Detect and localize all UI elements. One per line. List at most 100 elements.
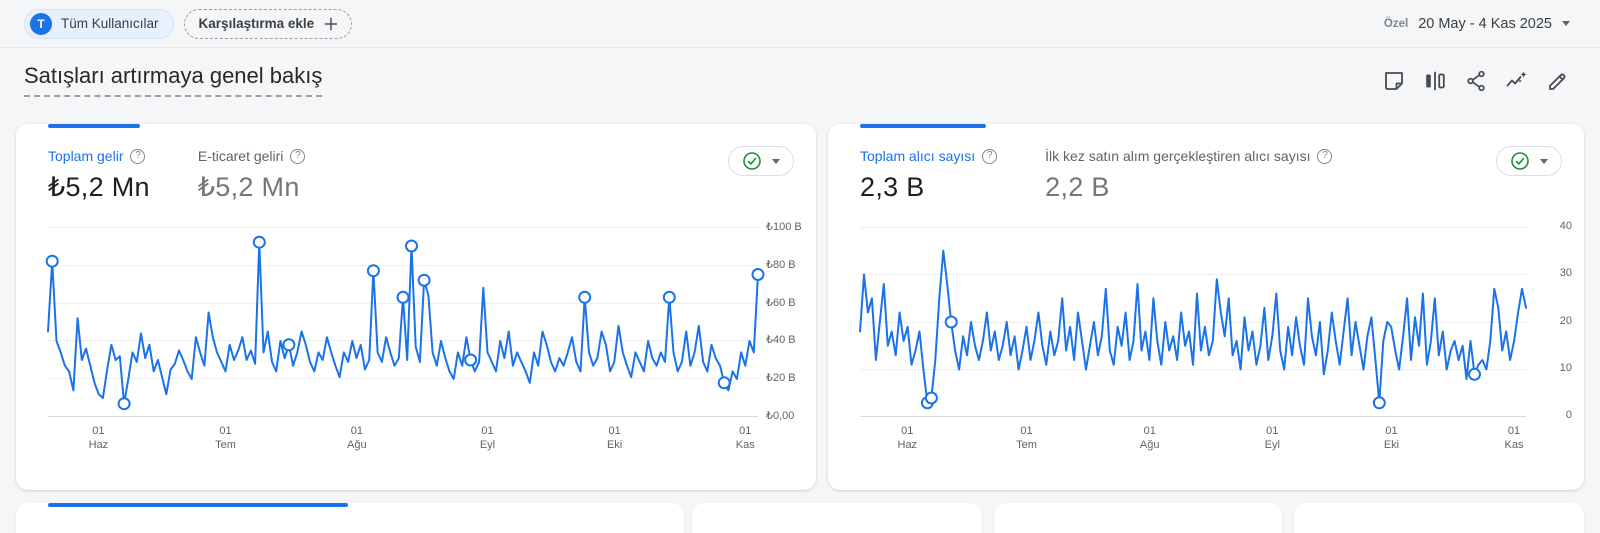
x-axis-tick-label: 01 Kas: [736, 424, 755, 452]
y-axis-tick-label: 20: [1559, 314, 1572, 327]
gridline: [860, 321, 1526, 323]
preview-card: [16, 503, 684, 533]
tick-month: Kas: [735, 439, 755, 451]
help-icon[interactable]: [982, 148, 998, 164]
top-bar: T Tüm Kullanıcılar Karşılaştırma ekle Öz…: [0, 0, 1600, 48]
y-axis-tick-label: ₺20 B: [766, 372, 796, 385]
share-icon[interactable]: [1464, 69, 1488, 93]
anomaly-marker[interactable]: [578, 290, 592, 304]
chevron-down-icon: [1540, 158, 1548, 164]
metric-name: E-ticaret geliri: [197, 148, 284, 164]
x-axis-labels: 01 Haz 01 Tem 01 Ağu 01 Eyl 01 Eki 01 Kas: [48, 417, 758, 457]
gridline: [48, 340, 758, 342]
anomaly-marker[interactable]: [717, 376, 731, 390]
chevron-down-icon: [1562, 21, 1570, 26]
x-axis: 01 Haz 01 Tem 01 Ağu 01 Eyl 01 Eki 01 Kas: [828, 417, 1584, 457]
x-axis-tick-label: 01 Eyl: [1265, 424, 1280, 452]
metric-value: 2,3 B: [860, 172, 925, 202]
report-header: Satışları artırmaya genel bakış: [0, 48, 1600, 97]
anomaly-marker[interactable]: [252, 235, 266, 249]
card-header: Toplam alıcı sayısı 2,3 B İlk kez satın …: [828, 124, 1584, 203]
y-axis-tick-label: ₺40 B: [766, 334, 796, 347]
tick-day: 01: [1143, 425, 1156, 437]
primary-metric-label-row[interactable]: Toplam gelir: [48, 148, 150, 164]
gridline: [48, 378, 758, 380]
date-range-selector[interactable]: Özel 20 May - 4 Kas 2025: [1384, 16, 1570, 32]
add-comparison-chip[interactable]: Karşılaştırma ekle: [183, 8, 353, 39]
anomaly-marker[interactable]: [396, 290, 410, 304]
anomaly-marker[interactable]: [924, 391, 938, 405]
note-icon[interactable]: [1382, 69, 1406, 93]
anomaly-marker[interactable]: [417, 273, 431, 287]
data-quality-dropdown[interactable]: [728, 146, 794, 176]
tick-day: 01: [1266, 425, 1279, 437]
line-chart-plot[interactable]: [859, 227, 1527, 417]
x-axis-tick-label: 01 Eyl: [480, 424, 495, 452]
anomaly-marker[interactable]: [117, 397, 131, 411]
y-axis-tick-label: ₺0,00: [766, 410, 795, 422]
time-series-line: [45, 235, 765, 411]
anomaly-marker[interactable]: [405, 239, 418, 253]
help-icon[interactable]: [290, 148, 306, 164]
anomaly-marker[interactable]: [282, 338, 296, 352]
primary-metric-label-row[interactable]: Toplam alıcı sayısı: [860, 148, 998, 164]
tick-month: Kas: [1504, 439, 1524, 451]
tick-month: Eyl: [479, 439, 496, 451]
overview-cards: Toplam gelir ₺5,2 Mn E-ticaret geliri ₺5…: [0, 124, 1600, 490]
chevron-down-icon: [772, 158, 780, 164]
x-axis-tick-label: 01 Ağu: [347, 424, 367, 452]
x-axis-tick-label: 01 Ağu: [1140, 424, 1160, 452]
check-circle-icon: [743, 152, 761, 170]
audience-chip-all-users[interactable]: T Tüm Kullanıcılar: [24, 8, 174, 39]
secondary-metric-block: İlk kez satın alım gerçekleştiren alıcı …: [1045, 148, 1333, 203]
time-series-line: [859, 249, 1527, 410]
help-icon[interactable]: [130, 148, 146, 164]
tick-day: 01: [1020, 425, 1033, 437]
chart-area: ₺100 B ₺80 B ₺60 B ₺40 B ₺20 B ₺0,00: [16, 221, 816, 422]
anomaly-marker[interactable]: [662, 290, 676, 304]
y-axis-labels: 40 30 20 10 0: [1526, 220, 1584, 421]
data-quality-dropdown[interactable]: [1496, 146, 1562, 176]
anomaly-marker[interactable]: [366, 264, 380, 278]
primary-metric-block: Toplam alıcı sayısı 2,3 B: [860, 148, 998, 203]
help-icon[interactable]: [1317, 148, 1333, 164]
preview-card: [692, 503, 982, 533]
selected-metric-tab-indicator: [48, 503, 348, 507]
card-total-purchasers: Toplam alıcı sayısı 2,3 B İlk kez satın …: [828, 124, 1584, 490]
y-axis-tick-label: 10: [1559, 361, 1572, 374]
selected-metric-tab-indicator: [860, 124, 986, 128]
tick-month: Eki: [1383, 439, 1400, 451]
tick-day: 01: [92, 425, 105, 437]
tick-day: 01: [350, 425, 363, 437]
tick-month: Eyl: [1264, 439, 1280, 451]
edit-icon[interactable]: [1546, 69, 1570, 93]
line-chart-plot[interactable]: [45, 227, 765, 417]
gridline: [860, 227, 1526, 228]
y-axis-tick-label: ₺80 B: [766, 258, 796, 271]
tick-month: Ağu: [1139, 439, 1160, 451]
x-axis-tick-label: 01 Tem: [215, 424, 236, 452]
x-axis: 01 Haz 01 Tem 01 Ağu 01 Eyl 01 Eki 01 Kas: [16, 417, 816, 457]
tick-month: Tem: [1016, 439, 1037, 451]
metric-name: Toplam alıcı sayısı: [860, 148, 976, 164]
primary-metric-block: Toplam gelir ₺5,2 Mn: [48, 148, 150, 203]
insights-icon[interactable]: [1505, 69, 1529, 93]
preview-card: [994, 503, 1282, 533]
secondary-metric-label-row[interactable]: İlk kez satın alım gerçekleştiren alıcı …: [1045, 148, 1333, 164]
anomaly-marker[interactable]: [944, 315, 958, 329]
anomaly-marker[interactable]: [751, 268, 765, 281]
x-axis-tick-label: 01 Eki: [1384, 424, 1399, 452]
gridline: [48, 416, 758, 417]
secondary-metric-label-row[interactable]: E-ticaret geliri: [198, 148, 306, 164]
add-comparison-label: Karşılaştırma ekle: [198, 16, 315, 31]
anomaly-marker[interactable]: [45, 254, 59, 268]
y-axis-tick-label: ₺100 B: [766, 221, 802, 233]
comparison-icon[interactable]: [1423, 69, 1447, 93]
date-range-value: 20 May - 4 Kas 2025: [1418, 15, 1552, 32]
tick-month: Haz: [897, 439, 918, 451]
tick-month: Ağu: [347, 439, 367, 451]
tick-month: Tem: [215, 439, 236, 451]
anomaly-marker[interactable]: [464, 353, 478, 367]
anomaly-marker[interactable]: [1372, 396, 1386, 410]
anomaly-marker[interactable]: [1468, 367, 1481, 381]
